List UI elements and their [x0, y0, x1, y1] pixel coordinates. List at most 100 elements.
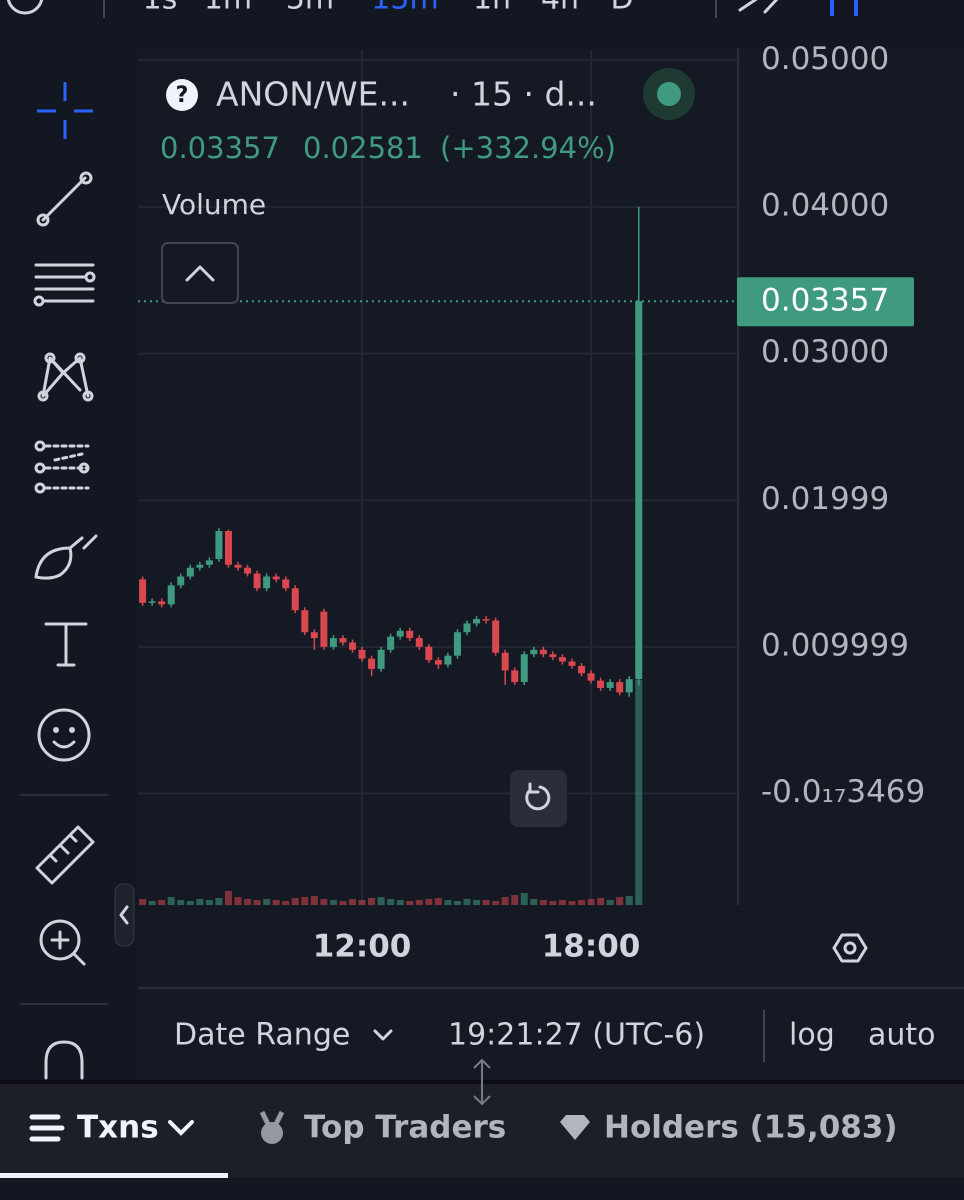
volume-bar	[339, 901, 347, 905]
indicator-icon[interactable]	[738, 0, 779, 14]
candle-body	[320, 611, 328, 647]
volume-bar	[263, 899, 271, 905]
top-traders-icon-ribbon	[259, 1110, 285, 1126]
candle-body	[158, 601, 166, 605]
volume-bar	[425, 899, 433, 905]
candle-body	[167, 585, 175, 605]
tab-holders[interactable]: Holders (15,083)	[604, 1110, 898, 1146]
interval-button[interactable]: 1m	[204, 0, 252, 17]
emoji-icon[interactable]	[37, 708, 91, 762]
change: 0.02581	[303, 131, 423, 165]
volume-bar	[215, 898, 223, 905]
candle-body	[234, 564, 242, 568]
symbol-name: ANON/WE...	[216, 75, 410, 114]
holders-icon	[560, 1115, 590, 1140]
clock[interactable]: 19:21:27 (UTC-6)	[448, 1018, 705, 1053]
status-dot	[657, 82, 681, 106]
trend-line-icon[interactable]	[36, 171, 93, 227]
chevron-up	[185, 265, 215, 282]
collapse-arrow	[119, 905, 129, 925]
zoom-icon[interactable]	[39, 919, 86, 966]
brush-icon[interactable]	[34, 534, 98, 580]
candle-body	[148, 601, 156, 603]
interval-button[interactable]: 1s	[143, 0, 178, 17]
candle-body	[329, 638, 337, 647]
txns-chevron	[168, 1120, 194, 1136]
left-toolbar	[0, 48, 128, 1080]
volume-bar	[492, 901, 500, 905]
candle-body	[578, 665, 586, 674]
interval-button[interactable]: 5m	[286, 0, 334, 17]
last-price-label: 0.03357	[761, 283, 889, 319]
collapse-toolbar-button[interactable]	[114, 883, 135, 947]
x-tick-label: 12:00	[313, 929, 412, 965]
volume-bar	[196, 899, 204, 905]
volume-bar	[310, 896, 318, 905]
fib-icon[interactable]	[33, 263, 96, 307]
settings-icon-center	[843, 941, 857, 955]
candle-body	[415, 638, 423, 647]
volume-bar	[186, 901, 194, 905]
volume-bar	[158, 900, 166, 905]
candle-body	[425, 646, 433, 661]
candle-body	[253, 573, 261, 589]
volume-bar	[415, 900, 423, 905]
interval-button[interactable]: 1h	[473, 0, 511, 17]
candle-body	[368, 658, 376, 669]
candle-body	[205, 560, 213, 565]
ruler-icon[interactable]	[35, 825, 95, 885]
candle-body	[263, 576, 271, 589]
crosshair-icon[interactable]	[37, 82, 93, 139]
chart-type-icon[interactable]	[830, 0, 858, 16]
volume-bar	[349, 899, 357, 905]
reset-icon	[525, 782, 551, 811]
volume-bar	[558, 900, 566, 905]
candle-body	[520, 654, 528, 683]
volume-bar	[530, 899, 538, 905]
volume-bar	[177, 900, 185, 905]
volume-bar	[473, 900, 481, 905]
volume-bar	[253, 900, 261, 905]
volume-bar	[329, 900, 337, 905]
volume-bar	[463, 899, 471, 905]
volume-bar	[301, 897, 309, 905]
collapse-legend-button[interactable]	[161, 242, 239, 304]
candle-body	[597, 680, 605, 688]
interval-button[interactable]: 15m	[371, 0, 438, 17]
auto-toggle[interactable]: auto	[868, 1018, 936, 1053]
candle-body	[530, 649, 538, 655]
volume-bar	[320, 899, 328, 905]
log-toggle[interactable]: log	[789, 1018, 835, 1053]
y-tick-label: -0.0₁₇3469	[761, 774, 925, 810]
candle-body	[224, 531, 232, 565]
magnet-icon[interactable]	[44, 1040, 84, 1080]
interval-button[interactable]: D	[610, 0, 633, 17]
candle-body	[177, 576, 185, 586]
tab-top-traders[interactable]: Top Traders	[304, 1110, 506, 1146]
resize-handle[interactable]	[473, 1058, 491, 1106]
volume-bar	[501, 897, 509, 905]
volume-bar	[406, 901, 414, 905]
tab-txns[interactable]: Txns	[77, 1110, 159, 1146]
pattern-icon[interactable]	[37, 352, 94, 402]
candle-body	[444, 655, 452, 665]
y-tick-label: 0.05000	[761, 41, 889, 77]
volume-bar	[291, 898, 299, 905]
candle-body	[349, 642, 357, 650]
settings-icon[interactable]	[832, 933, 868, 963]
add-icon[interactable]	[6, 0, 44, 15]
prediction-icon[interactable]	[34, 440, 90, 494]
volume-bar	[625, 896, 633, 905]
candle-body	[473, 619, 481, 624]
text-icon[interactable]	[44, 622, 88, 667]
y-tick-label: 0.03000	[761, 334, 889, 370]
last-price: 0.03357	[160, 131, 280, 165]
candle-body	[196, 564, 204, 568]
interval-button[interactable]: 4h	[541, 0, 579, 17]
volume-bar	[224, 891, 232, 905]
candle-body	[396, 630, 404, 637]
reset-button[interactable]	[510, 770, 567, 827]
txns-icon	[29, 1114, 65, 1142]
date-range[interactable]: Date Range	[174, 1018, 350, 1053]
